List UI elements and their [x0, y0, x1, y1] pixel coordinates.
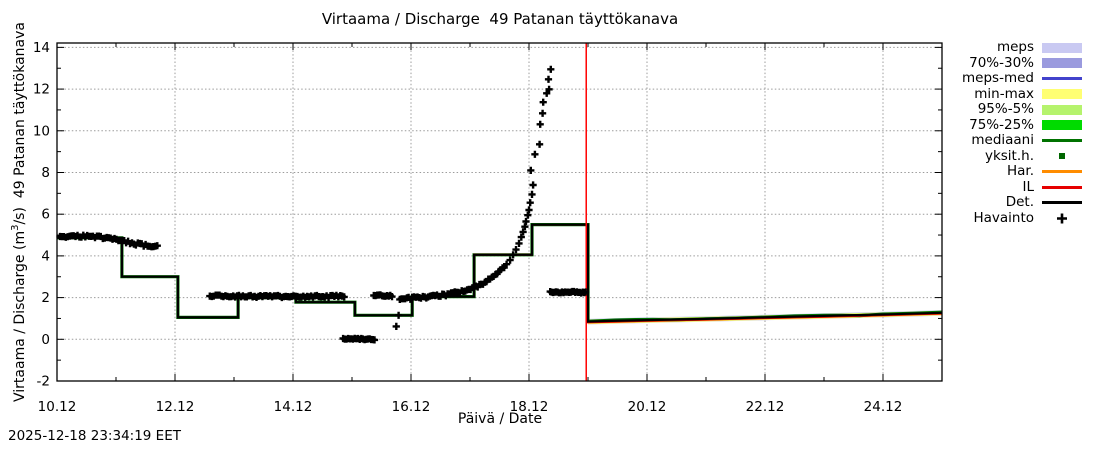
svg-text:20.12: 20.12 [628, 399, 667, 415]
legend-item-mediaani: mediaani [962, 132, 1082, 149]
legend-item-min-max: min-max [962, 85, 1082, 103]
svg-text:12.12: 12.12 [156, 399, 195, 415]
legend-sample-line-icon [1042, 170, 1082, 174]
legend-label: Havainto [973, 209, 1034, 226]
svg-text:14: 14 [33, 40, 50, 56]
gridlines [57, 43, 942, 382]
legend-label: min-max [974, 85, 1034, 102]
legend-sample-band-icon [1042, 42, 1082, 53]
tick-labels: 10.12 12.12 14.12 16.12 18.12 20.12 22.12 24.12… [33, 40, 903, 415]
legend-sample-band-icon [1042, 58, 1082, 69]
legend-sample-band-icon [1042, 104, 1082, 115]
svg-text:8: 8 [41, 165, 50, 181]
axis-ticks [56, 43, 943, 382]
svg-text:2: 2 [41, 290, 50, 306]
legend-item-det: Det. [962, 194, 1082, 211]
legend-label: mediaani [971, 132, 1034, 148]
legend-sample-line-icon [1042, 139, 1082, 143]
legend-item-meps-med: meps-med [962, 70, 1082, 87]
legend-item-yksit-h: yksit.h. [962, 147, 1082, 165]
legend-label: Det. [1005, 194, 1034, 210]
chart-title: Virtaama / Discharge 49 Patanan täyttöka… [321, 10, 679, 28]
legend-item-p75-25: 75%-25% [962, 116, 1082, 134]
svg-text:14.12: 14.12 [274, 399, 313, 415]
legend-sample-line-icon [1042, 185, 1082, 189]
legend-label: 95%-5% [977, 101, 1034, 117]
legend-sample-line-icon [1042, 201, 1082, 205]
legend-item-p95-5: 95%-5% [962, 101, 1082, 118]
svg-text:10.12: 10.12 [38, 399, 77, 415]
legend-item-meps: meps [962, 39, 1082, 56]
timestamp: 2025-12-18 23:34:19 EET [8, 428, 181, 444]
legend-sample-band-icon [1042, 120, 1082, 131]
legend-item-har: Har. [962, 163, 1082, 180]
legend-item-havainto: Havainto [962, 209, 1082, 227]
svg-text:12: 12 [33, 82, 50, 98]
legend-sample-plus-icon [1042, 212, 1082, 225]
svg-text:24.12: 24.12 [864, 399, 903, 415]
svg-text:4: 4 [41, 248, 50, 264]
legend-label: meps [996, 39, 1034, 55]
series-lines [57, 223, 943, 324]
legend: meps 70%-30% meps-med min-max 95%-5% 75%-25% m… [962, 39, 1082, 227]
svg-text:0: 0 [41, 332, 50, 348]
legend-label: meps-med [962, 70, 1034, 86]
svg-text:6: 6 [41, 207, 50, 223]
legend-sample-band-icon [1042, 89, 1082, 100]
observation-markers [56, 65, 590, 344]
legend-label: 75%-25% [969, 116, 1034, 133]
svg-text:22.12: 22.12 [746, 399, 785, 415]
svg-text:16.12: 16.12 [392, 399, 431, 415]
legend-label: Har. [1006, 163, 1034, 179]
legend-item-il: IL [962, 178, 1082, 196]
x-axis-title: Päivä / Date [457, 411, 543, 427]
svg-text:18.12: 18.12 [510, 399, 549, 415]
legend-label: IL [1022, 178, 1034, 195]
legend-item-p70-30: 70%-30% [962, 54, 1082, 72]
legend-sample-dot-icon [1042, 153, 1082, 160]
svg-text:10: 10 [33, 123, 50, 139]
legend-sample-line-icon [1042, 77, 1082, 81]
svg-text:-2: -2 [37, 374, 50, 390]
legend-label: 70%-30% [969, 54, 1034, 71]
line-IL [473, 223, 943, 324]
legend-label: yksit.h. [984, 147, 1034, 164]
plot-frame [56, 42, 943, 382]
